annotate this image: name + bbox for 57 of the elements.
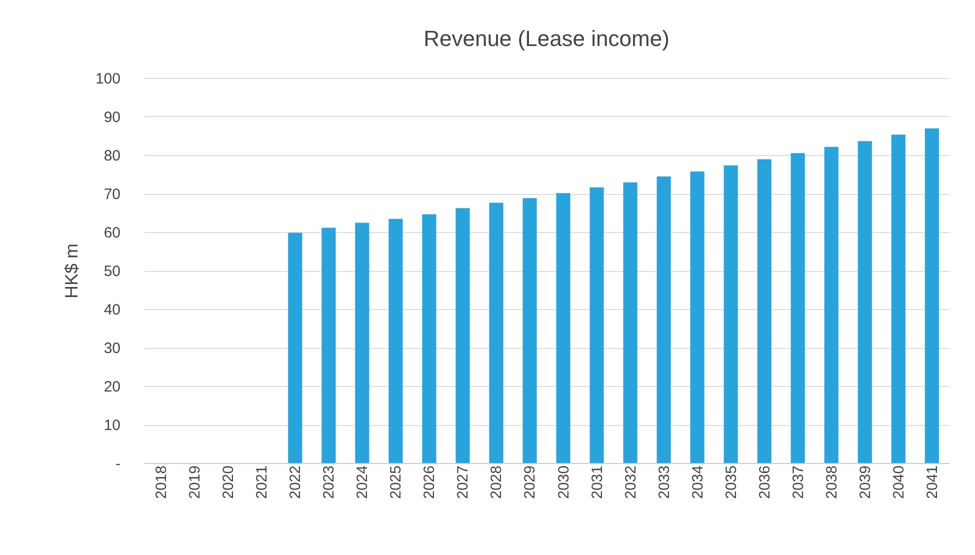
- x-tick-label: 2023: [320, 466, 338, 499]
- chart-title: Revenue (Lease income): [424, 26, 670, 51]
- bar: [522, 198, 537, 463]
- bar: [456, 208, 470, 463]
- bar: [858, 141, 872, 463]
- x-tick-label: 2036: [756, 466, 774, 499]
- y-tick-label: 60: [104, 224, 120, 242]
- x-tick-label: 2041: [924, 466, 941, 499]
- x-tick-label: 2025: [388, 466, 405, 499]
- x-tick-label: 2021: [254, 466, 271, 499]
- y-tick-label: -: [116, 456, 120, 472]
- x-tick-label: 2035: [722, 466, 740, 499]
- bar: [757, 159, 772, 463]
- y-tick-label: 100: [95, 70, 120, 88]
- x-tick-label: 2037: [790, 466, 807, 499]
- y-tick-label: 80: [104, 148, 120, 164]
- x-tick-label: 2020: [220, 466, 238, 499]
- y-tick-label: 10: [104, 417, 120, 434]
- x-tick-label: 2040: [890, 466, 908, 499]
- y-tick-label: 40: [104, 302, 120, 318]
- bar: [724, 165, 738, 463]
- x-tick-label: 2033: [656, 466, 673, 499]
- bar: [322, 228, 336, 463]
- x-tick-label: 2022: [287, 466, 304, 499]
- y-tick-label: 90: [104, 109, 120, 126]
- x-tick-label: 2032: [622, 466, 640, 499]
- x-tick-label: 2034: [689, 466, 706, 499]
- bar: [891, 134, 906, 463]
- x-tick-label: 2029: [522, 466, 539, 499]
- bar: [924, 128, 939, 463]
- bar: [388, 218, 403, 463]
- x-tick-label: 2026: [421, 466, 438, 499]
- x-tick-label: 2018: [153, 466, 170, 499]
- y-axis-title: HK$ m: [61, 243, 82, 299]
- bar: [355, 222, 370, 463]
- x-tick-label: 2019: [186, 466, 204, 499]
- y-tick-label: 50: [104, 263, 120, 280]
- bar: [656, 176, 671, 463]
- x-tick-label: 2030: [555, 466, 572, 499]
- bar: [288, 232, 302, 463]
- x-tick-label: 2031: [588, 466, 606, 499]
- bar: [422, 214, 436, 463]
- x-tick-label: 2038: [823, 466, 840, 499]
- bar: [623, 182, 638, 463]
- y-tick-label: 70: [104, 186, 120, 203]
- bar: [690, 172, 704, 463]
- bar: [790, 153, 805, 463]
- bar: [590, 187, 604, 463]
- y-tick-label: 20: [104, 378, 120, 396]
- x-tick-label: 2028: [488, 466, 506, 499]
- x-tick-label: 2039: [856, 466, 874, 499]
- x-tick-label: 2027: [454, 466, 472, 499]
- bar: [489, 202, 504, 463]
- y-tick-label: 30: [104, 340, 120, 357]
- bar: [824, 146, 838, 463]
- x-tick-label: 2024: [354, 466, 372, 499]
- bar: [556, 193, 570, 463]
